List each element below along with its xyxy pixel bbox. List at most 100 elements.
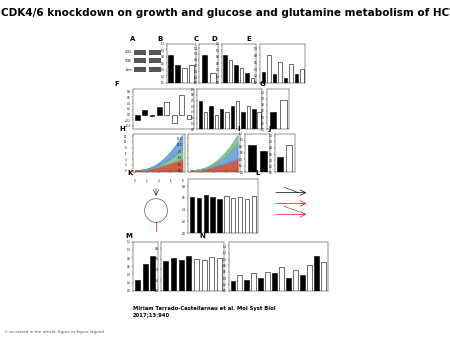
Bar: [179, 260, 184, 291]
Text: biology: biology: [386, 326, 413, 332]
Bar: [172, 115, 177, 123]
Bar: [164, 102, 169, 115]
Bar: [187, 115, 191, 119]
Bar: [223, 55, 227, 83]
Bar: [135, 281, 140, 291]
Bar: [209, 257, 214, 291]
Bar: [149, 67, 162, 72]
Bar: [270, 113, 276, 129]
Bar: [238, 275, 242, 291]
Bar: [168, 55, 173, 83]
Bar: [190, 197, 194, 233]
Text: M: M: [125, 233, 132, 239]
Bar: [134, 67, 146, 72]
Bar: [314, 256, 319, 291]
Text: B: B: [158, 36, 163, 42]
Bar: [280, 100, 287, 129]
Bar: [293, 270, 298, 291]
Bar: [149, 115, 154, 116]
Bar: [229, 60, 232, 83]
Bar: [272, 273, 277, 291]
Text: N: N: [199, 233, 205, 239]
Text: A: A: [130, 36, 135, 42]
Bar: [150, 256, 155, 291]
Bar: [204, 195, 208, 233]
Bar: [300, 275, 305, 291]
Text: C: C: [194, 36, 199, 42]
Bar: [211, 197, 215, 233]
Bar: [240, 68, 243, 83]
Bar: [157, 107, 162, 115]
Bar: [245, 198, 249, 233]
Text: CDK4: CDK4: [125, 50, 132, 54]
Bar: [202, 260, 207, 291]
Bar: [202, 55, 207, 83]
Bar: [307, 265, 312, 291]
Bar: [182, 68, 187, 83]
Bar: [209, 106, 213, 129]
Text: © as stated in the article, figure or figure legend: © as stated in the article, figure or fi…: [4, 330, 104, 334]
Bar: [295, 74, 298, 83]
Bar: [266, 272, 270, 291]
Bar: [289, 64, 293, 83]
Bar: [198, 100, 202, 129]
Bar: [234, 65, 238, 83]
Bar: [176, 65, 180, 83]
Bar: [186, 256, 191, 291]
Bar: [135, 115, 140, 120]
Bar: [231, 106, 234, 129]
Bar: [300, 69, 304, 83]
Text: Actin: Actin: [126, 68, 132, 72]
Bar: [236, 100, 239, 129]
Bar: [194, 259, 199, 291]
Bar: [252, 196, 256, 233]
Text: K: K: [128, 170, 133, 176]
Bar: [149, 50, 162, 55]
Bar: [278, 62, 282, 83]
Text: F: F: [114, 80, 119, 87]
Bar: [171, 258, 176, 291]
Bar: [210, 73, 216, 83]
Bar: [134, 50, 146, 55]
Text: Effects of CDK4/6 knockdown on growth and glucose and glutamine metabolism of HC: Effects of CDK4/6 knockdown on growth an…: [0, 8, 450, 19]
Bar: [238, 197, 242, 233]
Bar: [284, 78, 287, 83]
Bar: [231, 198, 235, 233]
Bar: [277, 157, 283, 172]
Text: systems: systems: [384, 319, 415, 325]
Bar: [244, 280, 249, 291]
Bar: [273, 74, 276, 83]
Bar: [251, 78, 254, 83]
Text: molecular: molecular: [381, 311, 418, 317]
Text: G: G: [260, 80, 266, 87]
Bar: [241, 112, 245, 129]
Bar: [261, 72, 265, 83]
Text: E: E: [247, 36, 252, 42]
Bar: [252, 109, 256, 129]
Bar: [224, 196, 229, 233]
Text: CDK6: CDK6: [126, 59, 132, 63]
Bar: [258, 278, 263, 291]
Bar: [149, 58, 162, 64]
Bar: [197, 198, 201, 233]
Bar: [217, 199, 222, 233]
Bar: [215, 115, 218, 129]
Bar: [204, 112, 207, 129]
Text: H: H: [120, 125, 126, 131]
Text: D: D: [212, 36, 217, 42]
Bar: [220, 109, 224, 129]
Bar: [267, 55, 270, 83]
Bar: [260, 151, 267, 172]
Bar: [189, 65, 194, 83]
Bar: [286, 145, 292, 172]
Text: L: L: [255, 170, 260, 176]
Bar: [321, 262, 326, 291]
Bar: [286, 278, 291, 291]
Bar: [179, 95, 184, 115]
Bar: [257, 112, 261, 129]
Bar: [248, 145, 256, 172]
Bar: [142, 110, 147, 115]
Text: J: J: [268, 125, 271, 131]
Bar: [134, 58, 146, 64]
Bar: [245, 73, 249, 83]
